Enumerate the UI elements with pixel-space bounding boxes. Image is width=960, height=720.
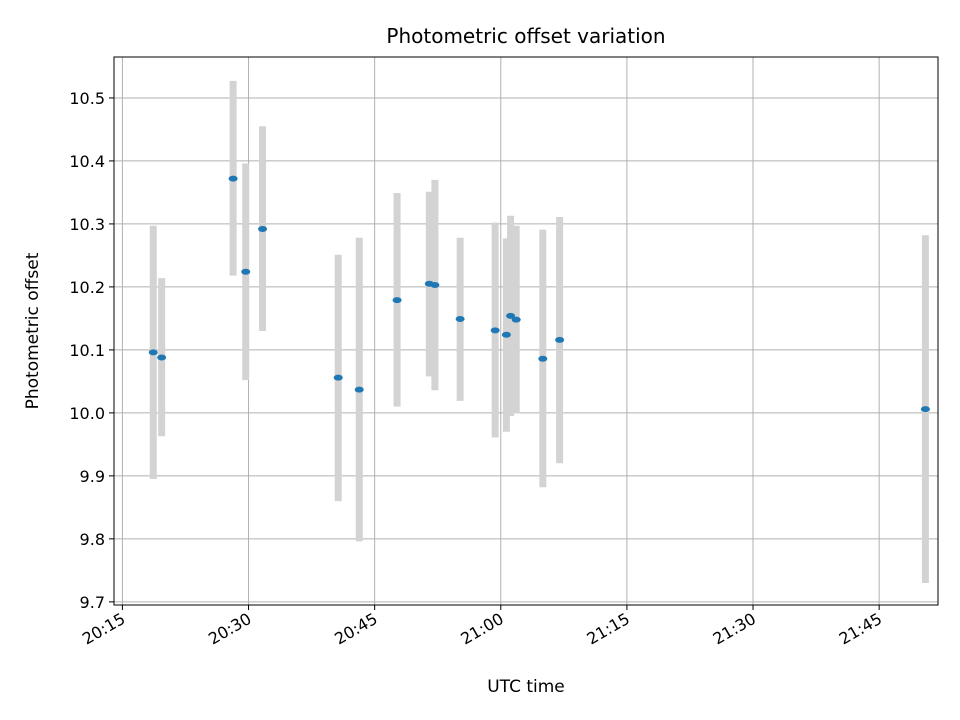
- data-point: [490, 327, 500, 334]
- y-tick-label: 10.3: [69, 215, 105, 234]
- data-point: [228, 175, 238, 182]
- data-point: [333, 374, 343, 381]
- y-tick-label: 10.5: [69, 89, 105, 108]
- data-point: [241, 268, 251, 275]
- data-point: [555, 336, 565, 343]
- y-tick-label: 10.0: [69, 404, 105, 423]
- data-point: [148, 349, 158, 356]
- chart-title: Photometric offset variation: [386, 24, 665, 48]
- y-tick-label: 9.8: [80, 530, 105, 549]
- plot-area-frame: [113, 56, 939, 606]
- data-point: [157, 354, 167, 361]
- y-tick-label: 9.9: [80, 467, 105, 486]
- x-axis-label: UTC time: [487, 677, 565, 697]
- data-point: [392, 297, 402, 304]
- data-point: [506, 312, 516, 319]
- data-points: [148, 175, 930, 413]
- data-point: [455, 316, 465, 323]
- y-tick-label: 9.7: [80, 593, 105, 612]
- data-point: [354, 386, 364, 393]
- y-tick-label: 10.2: [69, 278, 105, 297]
- data-point: [501, 331, 511, 338]
- data-point: [511, 316, 521, 323]
- y-tick-label: 10.4: [69, 152, 105, 171]
- data-point: [538, 355, 548, 362]
- data-point: [258, 225, 268, 232]
- data-point: [430, 282, 440, 289]
- y-axis-label: Photometric offset: [23, 252, 43, 409]
- y-tick-label: 10.1: [69, 341, 105, 360]
- data-point: [920, 406, 930, 413]
- grid: [114, 57, 938, 605]
